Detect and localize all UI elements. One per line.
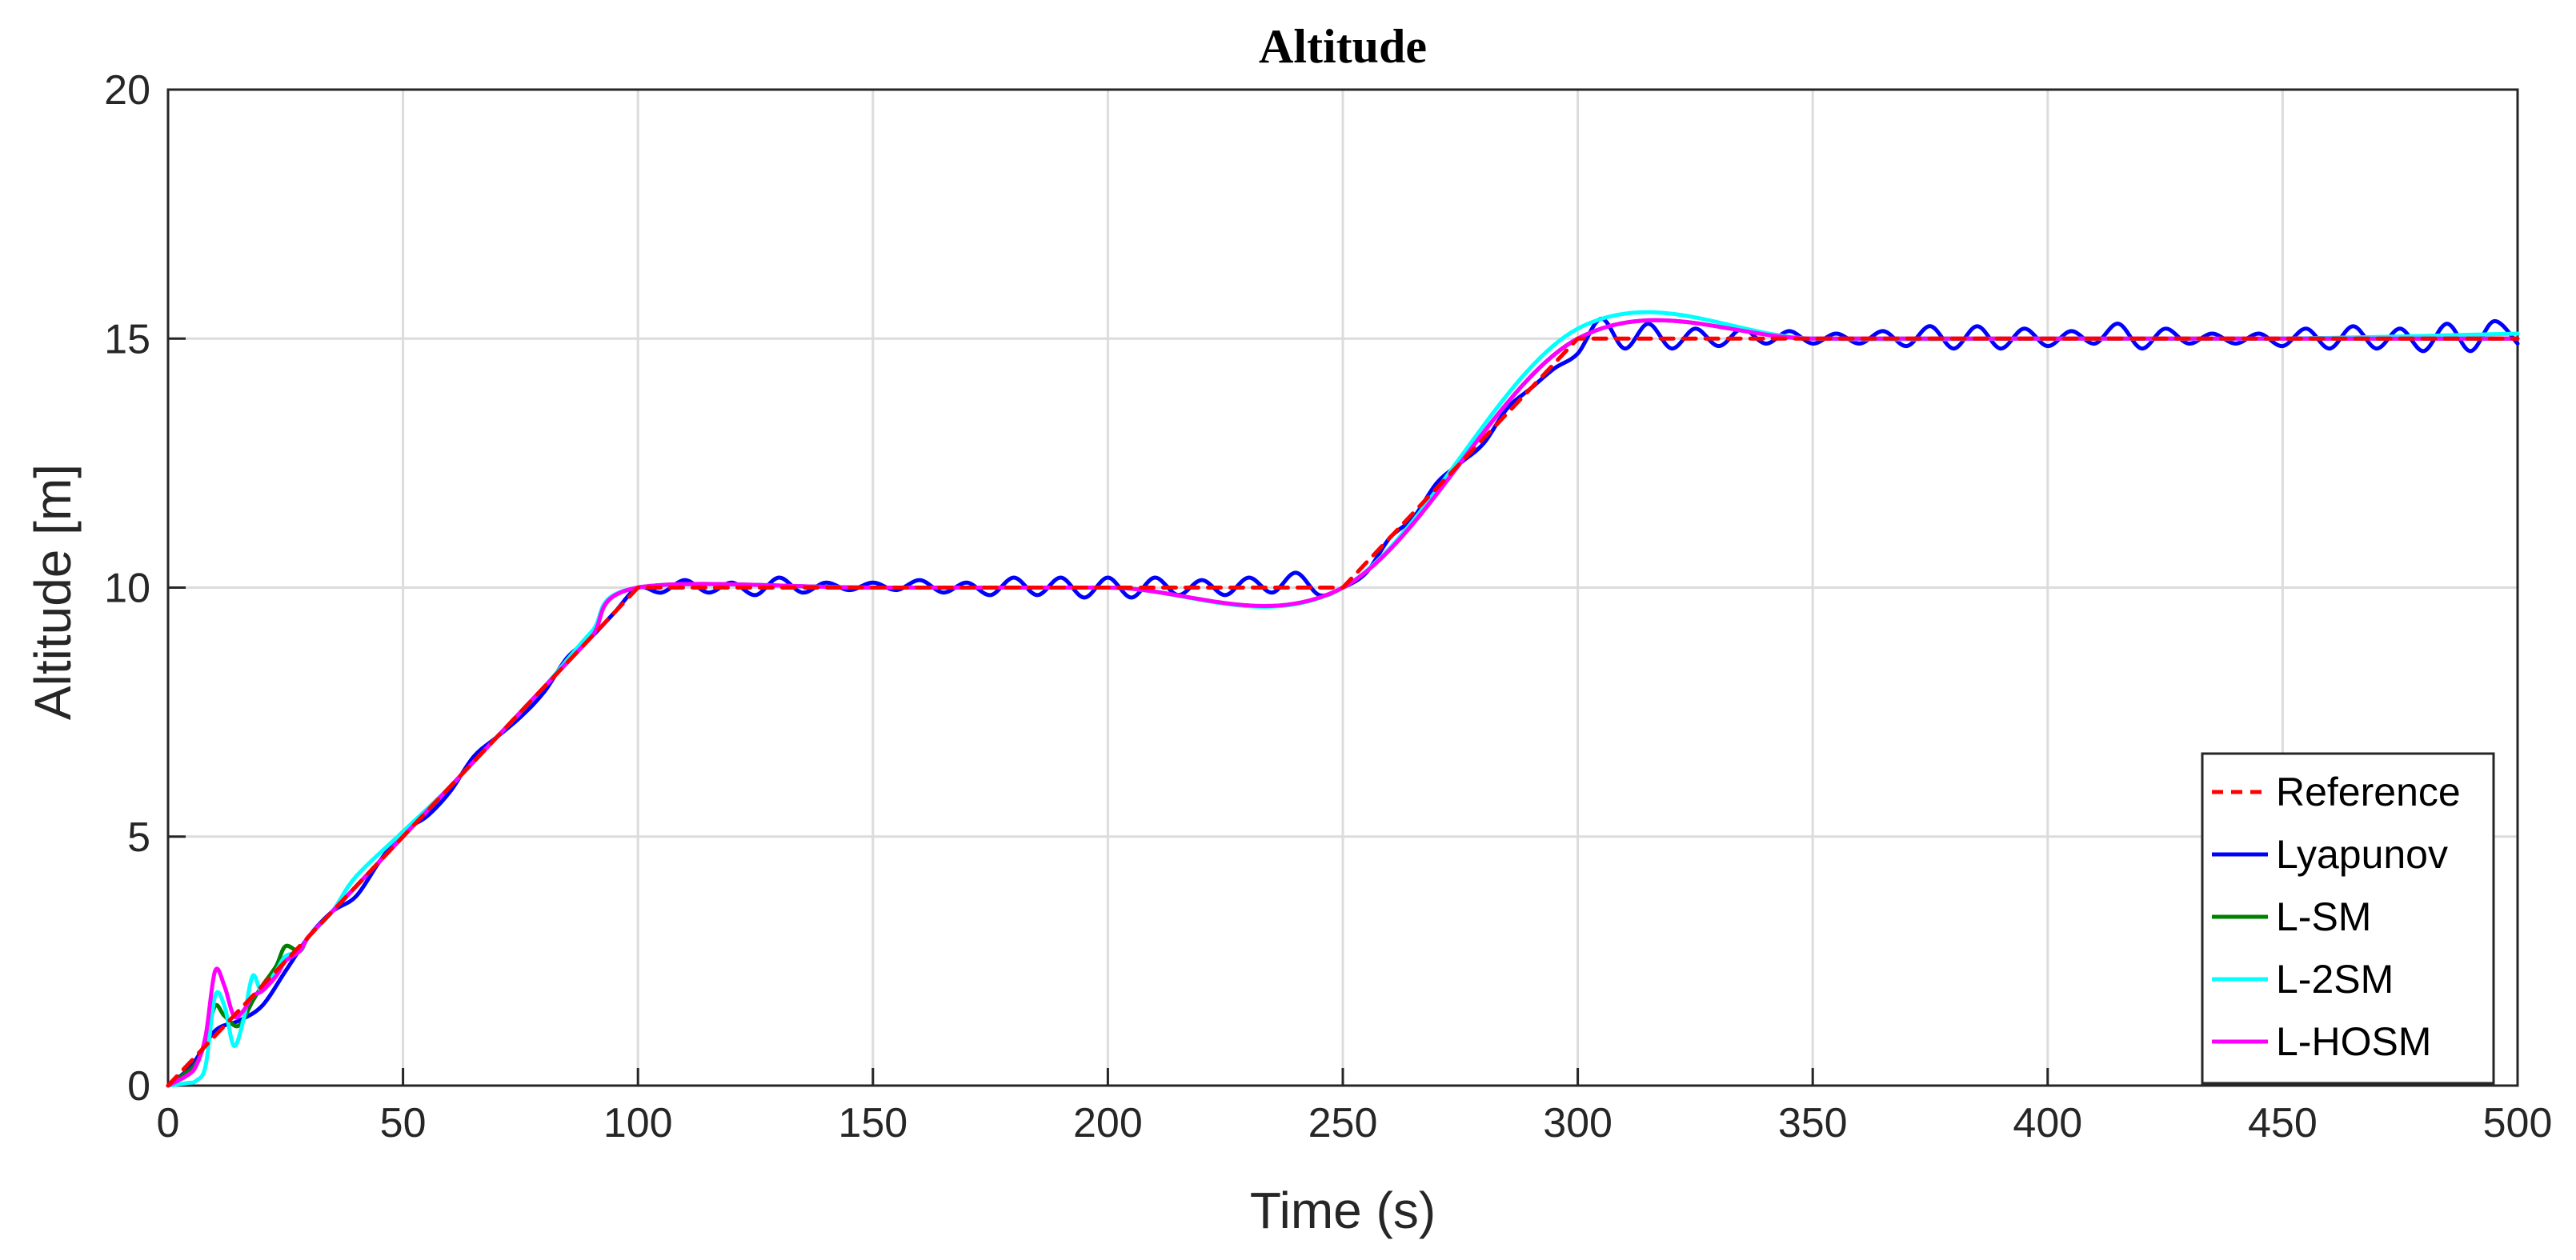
x-tick-label: 400 — [2013, 1100, 2082, 1146]
y-tick-label: 20 — [104, 67, 150, 114]
x-tick-label: 500 — [2483, 1100, 2553, 1146]
y-axis-label: Altitude [m] — [24, 464, 82, 720]
legend-label: Lyapunov — [2276, 832, 2448, 877]
x-tick-label: 300 — [1543, 1100, 1613, 1146]
axis-ticks: 0 50 100 150 200 250 300 350 400 450 500 0 5 10 15 20 — [104, 67, 2552, 1146]
x-tick-label: 100 — [603, 1100, 673, 1146]
chart-title: Altitude — [1259, 20, 1427, 73]
series-lines — [166, 310, 2520, 1088]
legend-label: Reference — [2276, 770, 2461, 814]
x-tick-label: 150 — [838, 1100, 907, 1146]
x-tick-label: 0 — [157, 1100, 180, 1146]
x-tick-label: 50 — [380, 1100, 427, 1146]
legend: Reference Lyapunov L-SM L-2SM L-HOSM — [2201, 752, 2495, 1085]
y-tick-label: 5 — [127, 814, 150, 861]
legend-label: L-HOSM — [2276, 1019, 2431, 1064]
x-tick-label: 350 — [1778, 1100, 1848, 1146]
y-tick-label: 10 — [104, 566, 150, 612]
y-tick-label: 15 — [104, 316, 150, 362]
legend-label: L-2SM — [2276, 957, 2394, 1002]
x-tick-label: 450 — [2248, 1100, 2318, 1146]
series-line-reference — [166, 336, 2520, 1088]
x-axis-label: Time (s) — [1250, 1182, 1436, 1239]
legend-label: L-SM — [2276, 894, 2371, 939]
x-tick-label: 250 — [1308, 1100, 1378, 1146]
x-tick-label: 200 — [1073, 1100, 1143, 1146]
y-tick-label: 0 — [127, 1063, 150, 1110]
